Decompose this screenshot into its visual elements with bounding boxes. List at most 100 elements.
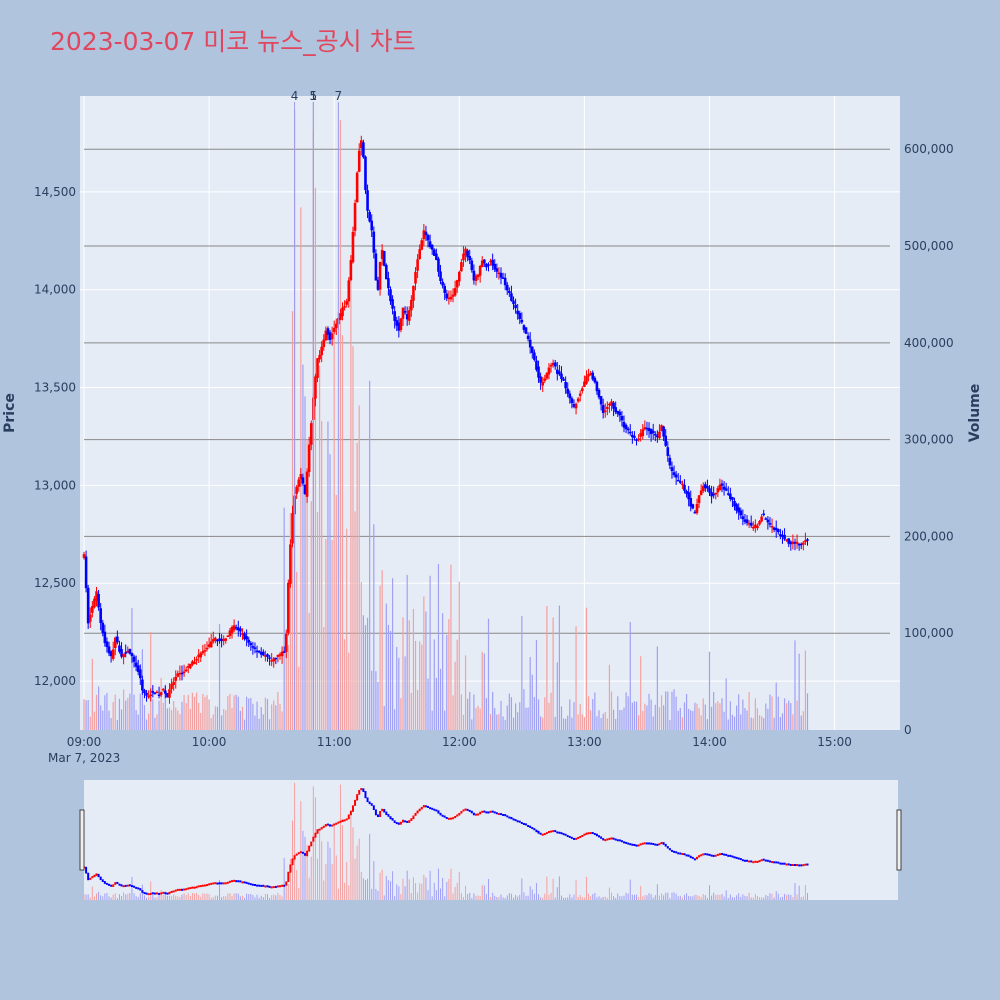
volume-bar <box>116 720 118 730</box>
slider-candle <box>477 813 480 816</box>
candle-body <box>783 534 786 540</box>
slider-volume-bar <box>594 892 596 900</box>
candle-body <box>360 140 363 149</box>
volume-bar <box>669 720 671 730</box>
slider-volume-bar <box>179 897 181 900</box>
slider-volume-bar <box>571 897 573 900</box>
candle-body <box>789 541 793 545</box>
candle-body <box>324 330 328 341</box>
slider-candle <box>752 861 755 864</box>
candle-body <box>264 655 267 657</box>
slider-volume-bar <box>740 897 742 900</box>
slider-volume-bar <box>790 894 792 900</box>
slider-candle <box>399 821 402 825</box>
candle-body <box>339 313 342 320</box>
slider-candle <box>339 820 342 823</box>
candle-body <box>380 249 384 259</box>
slider-volume-bar <box>191 892 193 900</box>
slider-volume-bar <box>767 896 769 900</box>
slider-candle <box>429 807 432 810</box>
slider-candle <box>155 892 158 895</box>
candle-body <box>651 430 655 434</box>
volume-bar <box>254 715 256 730</box>
slider-volume-bar <box>135 896 137 900</box>
slider-volume-bar <box>256 894 258 900</box>
volume-bar <box>423 596 425 730</box>
slider-volume-bar <box>277 892 279 900</box>
slider-candle <box>222 882 225 885</box>
slider-volume-bar <box>235 893 237 900</box>
volume-bar <box>456 639 458 730</box>
slider-volume-bar <box>671 892 673 900</box>
volume-bar <box>181 701 183 730</box>
slider-volume-bar <box>283 857 285 900</box>
slider-candle <box>93 874 96 878</box>
candle-body <box>372 231 376 253</box>
slider-volume-bar <box>669 898 671 900</box>
volume-bar <box>608 664 611 730</box>
volume-bar <box>694 702 696 730</box>
candle-body <box>628 431 632 434</box>
slider-candle <box>789 863 792 866</box>
candle-body <box>218 638 221 641</box>
slider-volume-bar <box>358 838 360 900</box>
slider-candle <box>187 887 190 890</box>
slider-volume-bar <box>621 896 623 900</box>
candle-body <box>656 435 659 438</box>
candle-body <box>295 486 298 494</box>
slider-candle <box>331 824 334 827</box>
candle-body <box>768 523 772 525</box>
candle-body <box>191 661 194 665</box>
volume-bar <box>473 694 475 730</box>
range-slider-background[interactable] <box>84 780 898 900</box>
candle-body <box>314 376 317 399</box>
candle-body <box>576 398 580 402</box>
volume-bar <box>765 703 767 730</box>
slider-candle <box>685 854 688 857</box>
candle-body <box>88 614 92 622</box>
slider-volume-bar <box>452 893 454 900</box>
price-tick-label: 14,500 <box>34 185 76 199</box>
slider-candle <box>796 864 799 867</box>
volume-bar <box>464 655 467 730</box>
slider-candle <box>133 885 136 888</box>
slider-candle <box>793 864 796 867</box>
volume-bar <box>604 711 606 730</box>
volume-bar <box>273 700 275 730</box>
slider-volume-bar <box>754 894 756 900</box>
slider-volume-bar <box>118 894 120 900</box>
slider-candle <box>445 817 448 820</box>
slider-volume-bar <box>523 892 525 900</box>
slider-volume-bar <box>729 894 731 900</box>
price-tick-label: 12,500 <box>34 576 76 590</box>
slider-volume-bar <box>392 871 394 900</box>
slider-volume-bar <box>302 830 304 900</box>
range-slider-left-handle[interactable] <box>79 809 85 871</box>
slider-candle <box>393 820 396 823</box>
slider-volume-bar <box>513 897 515 900</box>
candle-body <box>510 293 513 301</box>
candle-body <box>428 241 432 248</box>
slider-candle <box>220 882 223 885</box>
candle-body <box>391 299 394 309</box>
candle-body <box>460 262 463 272</box>
candle-body <box>432 249 436 256</box>
slider-volume-bar <box>746 896 748 900</box>
slider-volume-bar <box>275 895 277 900</box>
slider-volume-bar <box>373 861 375 900</box>
slider-candle <box>710 854 713 857</box>
volume-bar <box>502 716 504 730</box>
range-slider-right-handle[interactable] <box>896 809 902 871</box>
candle-body <box>541 381 544 386</box>
slider-volume-bar <box>85 894 87 900</box>
volume-bar <box>621 710 623 730</box>
candle-body <box>276 654 280 657</box>
volume-bar <box>544 697 546 730</box>
slider-volume-bar <box>244 898 246 900</box>
slider-volume-bar <box>289 858 291 900</box>
candle-body <box>777 529 780 533</box>
candle-body <box>157 694 161 696</box>
slider-volume-bar <box>437 868 439 900</box>
slider-volume-bar <box>577 897 579 900</box>
